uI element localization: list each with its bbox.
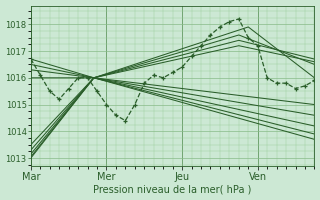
X-axis label: Pression niveau de la mer( hPa ): Pression niveau de la mer( hPa ) <box>93 184 252 194</box>
